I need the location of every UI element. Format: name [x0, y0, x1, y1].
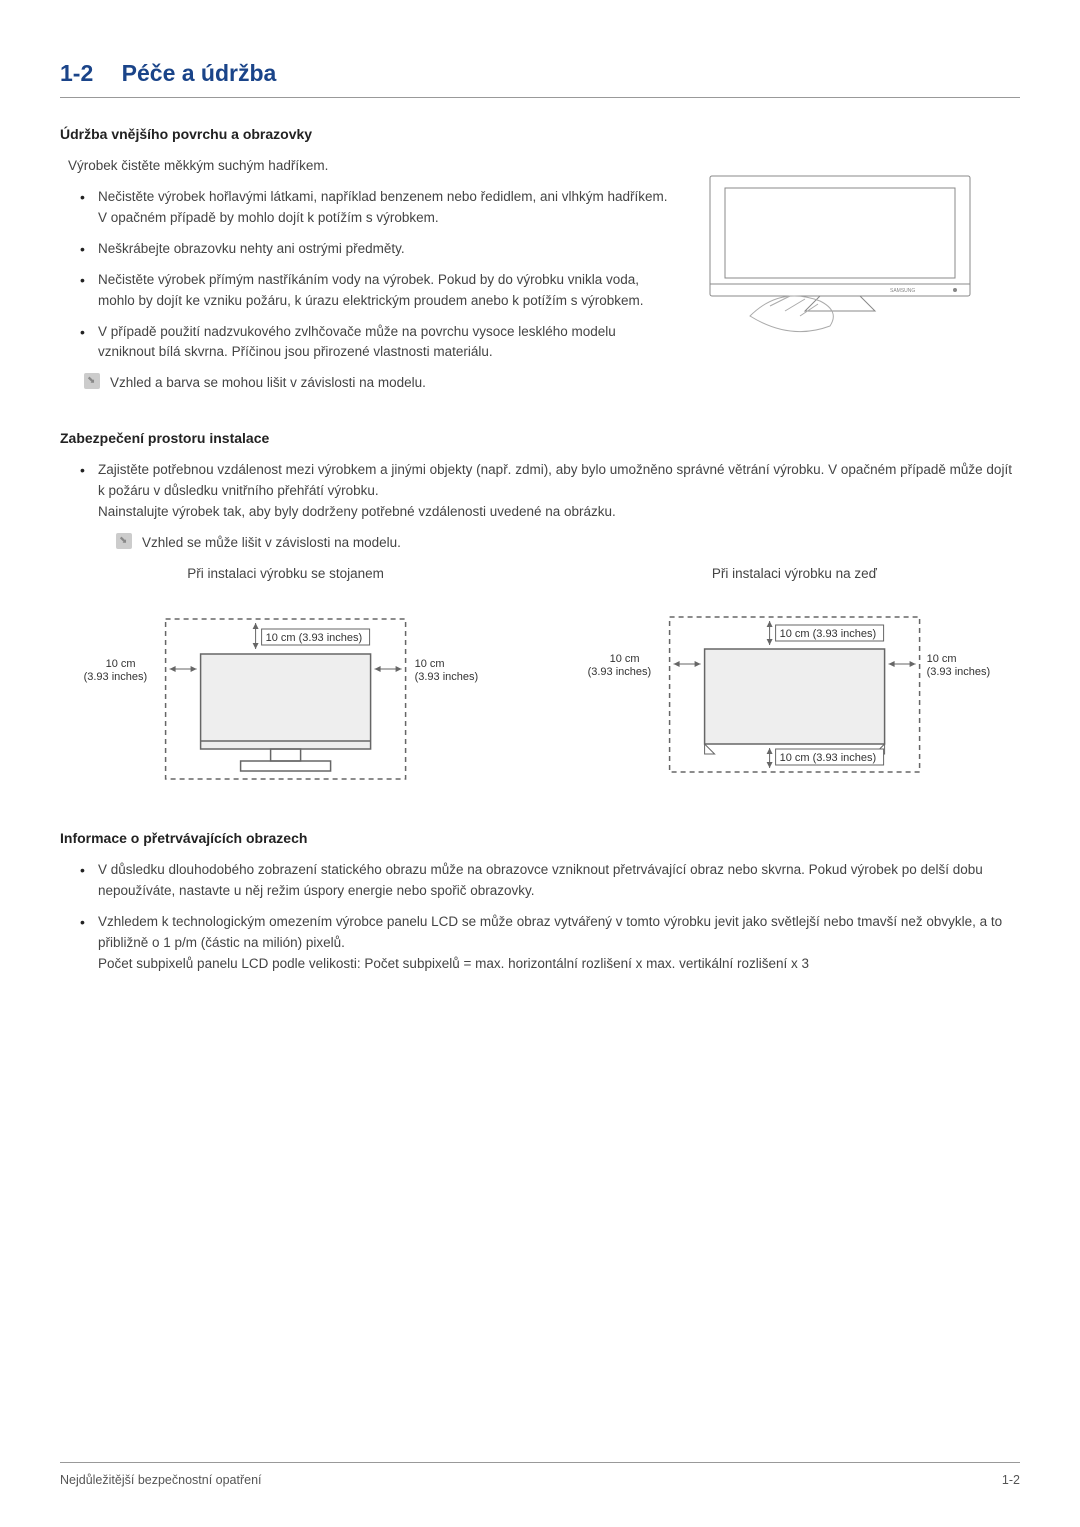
svg-text:10 cm (3.93 inches): 10 cm (3.93 inches) — [266, 632, 363, 644]
clearance-stand-illustration: 10 cm (3.93 inches) 10 cm (3.93 inches) … — [60, 599, 511, 789]
list-item: V případě použití nadzvukového zvlhčovač… — [76, 322, 670, 364]
page-footer: Nejdůležitější bezpečnostní opatření 1-2 — [60, 1462, 1020, 1487]
list-item: Vzhledem k technologickým omezením výrob… — [76, 912, 1020, 975]
monitor-illustration: SAMSUNG — [690, 166, 990, 346]
footer-right: 1-2 — [1002, 1473, 1020, 1487]
svg-text:10 cm (3.93 inches): 10 cm (3.93 inches) — [779, 752, 876, 764]
svg-text:10 cm (3.93 inches): 10 cm (3.93 inches) — [779, 628, 876, 640]
install-heading: Zabezpečení prostoru instalace — [60, 430, 1020, 446]
install-stand-caption: Při instalaci výrobku se stojanem — [60, 566, 511, 581]
clearance-wall-illustration: 10 cm (3.93 inches) 10 cm (3.93 inches) … — [569, 599, 1020, 789]
note-icon — [84, 373, 100, 389]
note-text: Vzhled a barva se mohou lišit v závislos… — [110, 373, 426, 394]
ghosting-heading: Informace o přetrvávajících obrazech — [60, 830, 1020, 846]
svg-text:10 cm: 10 cm — [926, 653, 956, 665]
install-stand-cell: Při instalaci výrobku se stojanem 10 cm … — [60, 566, 511, 794]
svg-text:(3.93 inches): (3.93 inches) — [415, 671, 479, 683]
section-title: 1-2 Péče a údržba — [60, 60, 1020, 98]
maintenance-block: Údržba vnějšího povrchu a obrazovky Výro… — [60, 126, 1020, 394]
list-item: Neškrábejte obrazovku nehty ani ostrými … — [76, 239, 670, 260]
note-icon — [116, 533, 132, 549]
svg-text:(3.93 inches): (3.93 inches) — [84, 671, 148, 683]
list-item: Zajistěte potřebnou vzdálenost mezi výro… — [76, 460, 1020, 523]
ghosting-block: Informace o přetrvávajících obrazech V d… — [60, 830, 1020, 975]
ghosting-bullets: V důsledku dlouhodobého zobrazení static… — [76, 860, 1020, 975]
install-note: Vzhled se může lišit v závislosti na mod… — [116, 533, 1020, 554]
install-block: Zabezpečení prostoru instalace Zajistěte… — [60, 430, 1020, 794]
maintenance-intro: Výrobek čistěte měkkým suchým hadříkem. — [68, 156, 670, 177]
svg-text:(3.93 inches): (3.93 inches) — [587, 666, 651, 678]
maintenance-note: Vzhled a barva se mohou lišit v závislos… — [84, 373, 670, 394]
maintenance-bullets: Nečistěte výrobek hořlavými látkami, nap… — [76, 187, 670, 363]
svg-text:10 cm: 10 cm — [609, 653, 639, 665]
install-wall-cell: Při instalaci výrobku na zeď 10 cm (3.93… — [569, 566, 1020, 794]
list-item: Nečistěte výrobek hořlavými látkami, nap… — [76, 187, 670, 229]
svg-text:SAMSUNG: SAMSUNG — [890, 288, 915, 294]
list-item: Nečistěte výrobek přímým nastříkáním vod… — [76, 270, 670, 312]
footer-left: Nejdůležitější bezpečnostní opatření — [60, 1473, 262, 1487]
svg-text:(3.93 inches): (3.93 inches) — [926, 666, 990, 678]
install-bullets: Zajistěte potřebnou vzdálenost mezi výro… — [76, 460, 1020, 523]
svg-text:10 cm: 10 cm — [415, 658, 445, 670]
svg-text:10 cm: 10 cm — [106, 658, 136, 670]
section-number: 1-2 — [60, 60, 93, 86]
note-text: Vzhled se může lišit v závislosti na mod… — [142, 533, 401, 554]
list-item: V důsledku dlouhodobého zobrazení static… — [76, 860, 1020, 902]
install-wall-caption: Při instalaci výrobku na zeď — [569, 566, 1020, 581]
section-title-text: Péče a údržba — [122, 60, 277, 86]
maintenance-heading: Údržba vnějšího povrchu a obrazovky — [60, 126, 1020, 142]
